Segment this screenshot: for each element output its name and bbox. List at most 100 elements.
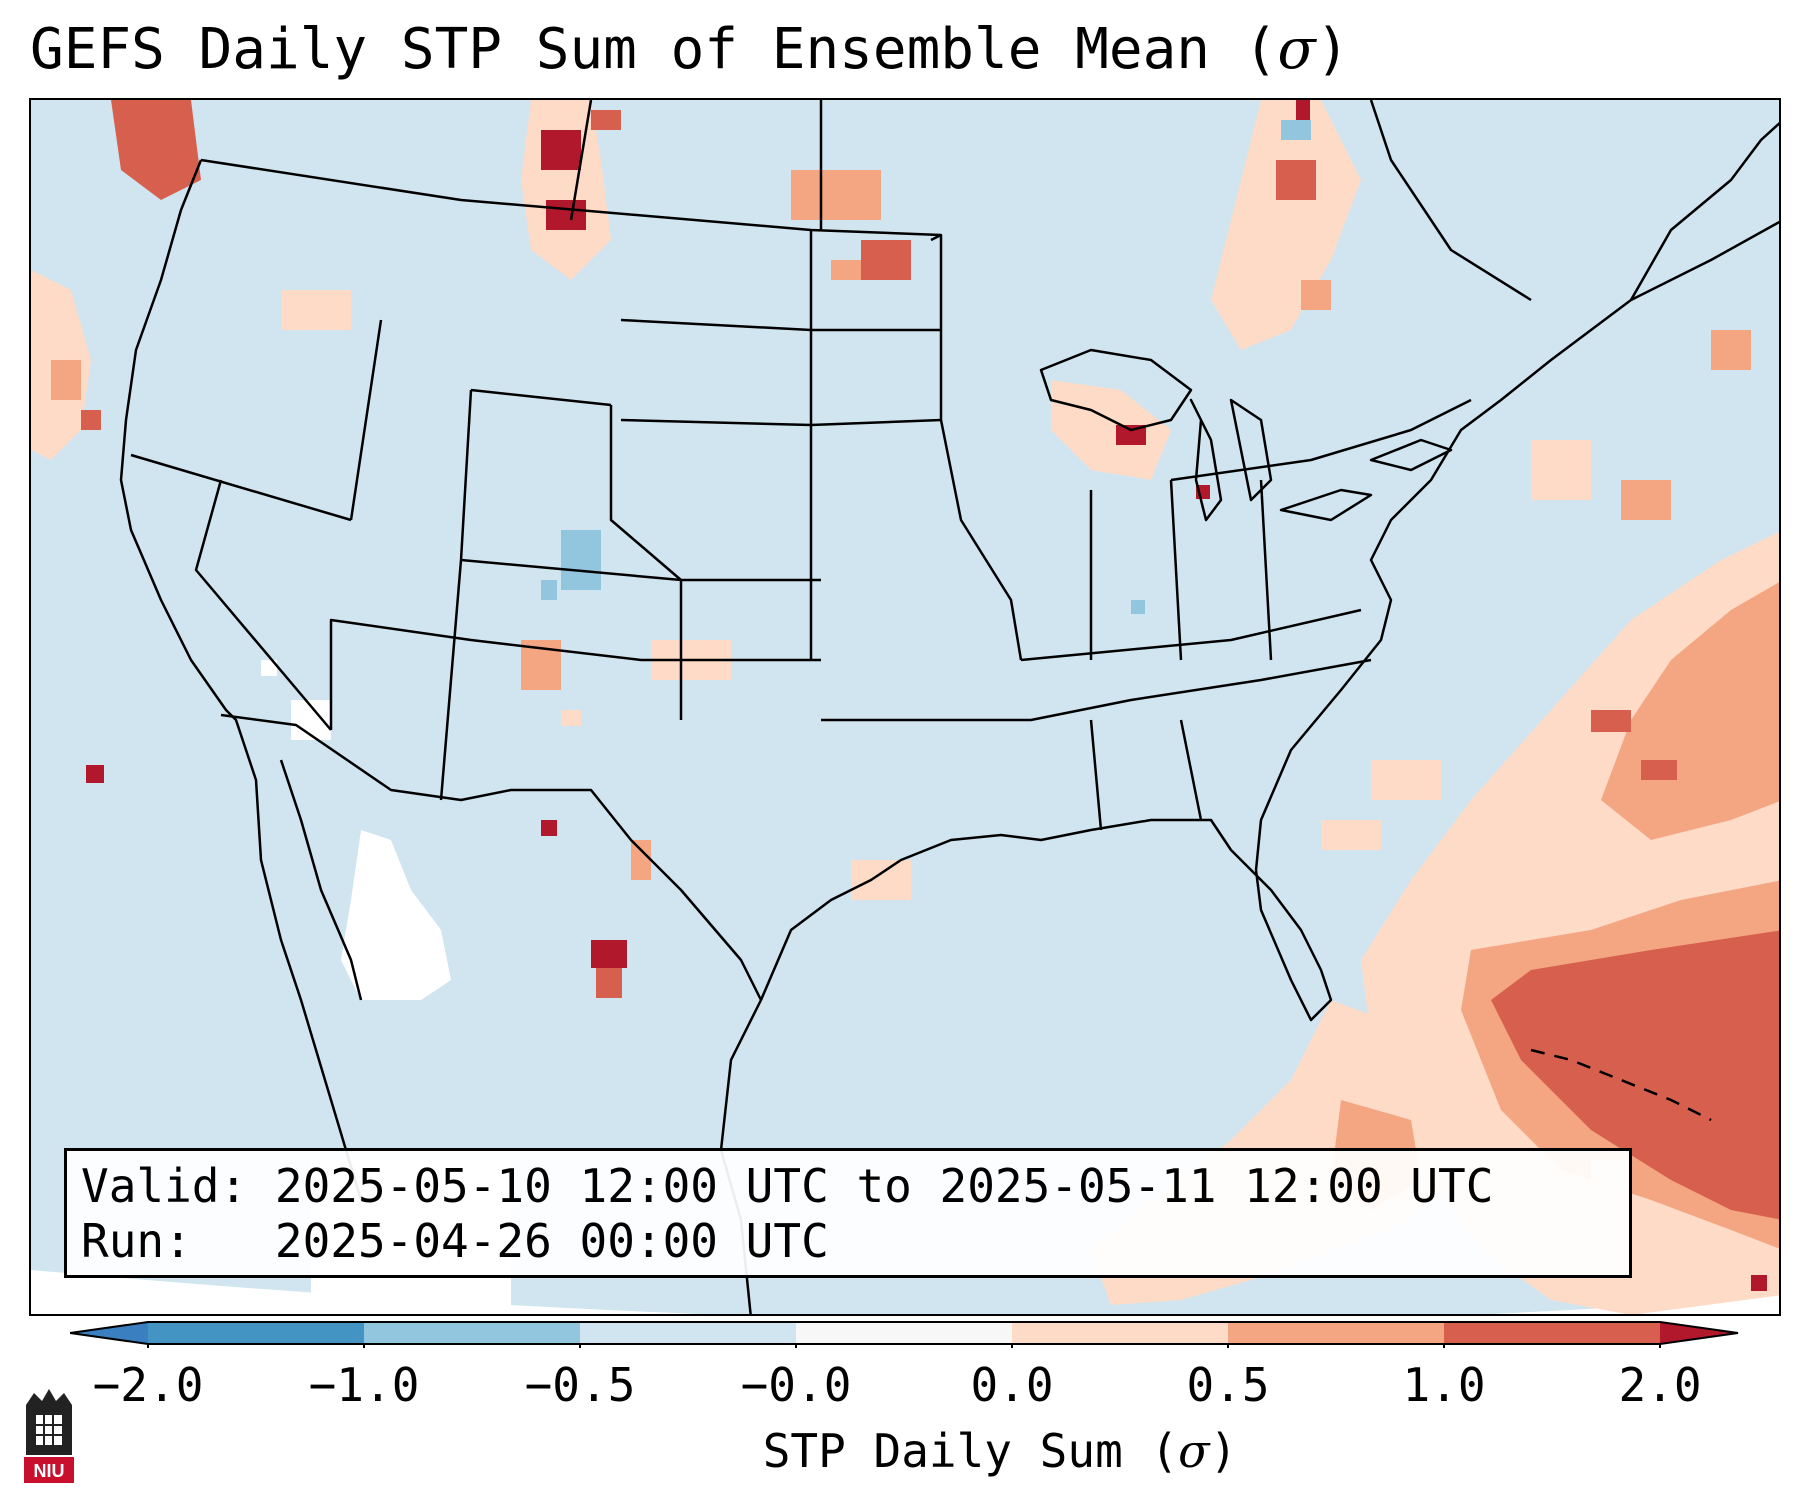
texas-coast-cell — [851, 860, 911, 900]
dakota-region — [791, 170, 881, 220]
mexico-cell-1 — [541, 820, 557, 836]
midwest-borders — [1089, 479, 1273, 661]
pnw-region — [111, 100, 201, 200]
colorado-negative-cell-2 — [541, 580, 557, 600]
colorbar-label: STP Daily Sum (σ) — [763, 1428, 1238, 1474]
map-title: GEFS Daily STP Sum of Ensemble Mean (σ) — [30, 22, 1349, 78]
colorbar-bin-6 — [1228, 1322, 1444, 1344]
colorbar-tick-label: −2.0 — [92, 1358, 204, 1412]
colorbar-tick-label: −0.5 — [524, 1358, 636, 1412]
colorbar-label-suffix: ) — [1209, 1424, 1238, 1478]
valid-run-info-box: Valid: 2025-05-10 12:00 UTC to 2025-05-1… — [64, 1148, 1632, 1278]
atlantic-cell-b — [1641, 760, 1677, 780]
mexico-cell-3 — [596, 968, 622, 998]
nm-cell-2 — [561, 710, 581, 726]
colorbar-ticks — [147, 1344, 1661, 1348]
logo-window — [36, 1415, 62, 1445]
map-panel — [29, 98, 1781, 1316]
cuba-coast — [1530, 1048, 1712, 1122]
colorbar-label-sigma: σ — [1178, 1424, 1210, 1478]
texas-cell — [631, 840, 651, 880]
niu-logo: NIU — [24, 1389, 74, 1483]
colorbar-tick-label: 1.0 — [1402, 1358, 1486, 1412]
ohio-border — [1170, 398, 1472, 482]
mexico-white-region — [341, 830, 451, 1000]
colorbar-over-extension — [1660, 1322, 1738, 1344]
canada-province-border-2 — [569, 100, 593, 221]
id-border — [349, 319, 383, 521]
wy-co-border — [609, 405, 683, 720]
ne-cell-1 — [1531, 440, 1591, 500]
dakota-cell-2 — [831, 260, 861, 280]
valid-value: 2025-05-10 12:00 UTC to 2025-05-11 12:00… — [274, 1159, 1494, 1213]
great-lakes-region — [1051, 380, 1171, 480]
maritime-cell — [1711, 330, 1751, 370]
colorbar — [70, 1321, 1739, 1348]
colorbar-tick-label: 0.5 — [1186, 1358, 1270, 1412]
logo-text: NIU — [34, 1461, 65, 1481]
nevada-white-cell — [261, 660, 277, 676]
pacific-cell-1 — [51, 360, 81, 400]
gulf-coast — [759, 818, 1333, 1022]
mississippi-border — [939, 235, 1023, 661]
colorbar-under-extension — [70, 1322, 148, 1344]
east-coast — [1254, 220, 1779, 871]
hudson-area-border — [1369, 100, 1532, 302]
se-cell-2 — [1321, 820, 1381, 850]
ontario-cell-3 — [1301, 280, 1331, 310]
boundaries — [119, 100, 1779, 1314]
colorbar-bin-3 — [580, 1322, 796, 1344]
or-ca-border — [130, 453, 352, 522]
atlantic-core — [1491, 930, 1779, 1220]
ontario-cell-1 — [1276, 160, 1316, 200]
colorbar-label-prefix: STP Daily Sum ( — [762, 1424, 1179, 1478]
wisconsin-cell — [1116, 425, 1146, 445]
atlantic-extreme-cell — [1751, 1275, 1767, 1291]
montana-cell-3 — [591, 110, 621, 130]
logo-badge — [24, 1457, 74, 1483]
nv-ca-border — [194, 479, 332, 731]
canada-negative-cell — [1281, 120, 1311, 140]
se-cell-1 — [1371, 760, 1441, 800]
wy-north-border — [470, 388, 612, 407]
lake-huron — [1229, 398, 1273, 502]
valid-label: Valid: — [81, 1159, 248, 1213]
atlantic-cell-a — [1591, 710, 1631, 732]
colorbar-bin-1 — [148, 1322, 364, 1344]
mexico-cell-2 — [591, 940, 627, 968]
run-value: 2025-04-26 00:00 UTC — [274, 1214, 829, 1268]
colorbar-tick-label: −0.0 — [740, 1358, 852, 1412]
colorbar-bin-5 — [1012, 1322, 1228, 1344]
logo-window-bars — [36, 1415, 62, 1445]
ms-al-ga-borders — [1089, 719, 1203, 831]
ne-cell-2 — [1621, 480, 1671, 520]
pacific-cell-2 — [81, 410, 101, 430]
lake-ontario — [1369, 438, 1453, 472]
lake-michigan — [1189, 398, 1223, 522]
colorado-negative-cell — [561, 530, 601, 590]
west-coast — [119, 159, 363, 1201]
lake-superior — [1039, 348, 1193, 432]
run-label: Run: — [81, 1214, 192, 1268]
title-suffix: ) — [1315, 17, 1350, 82]
colorbar-bin-4 — [796, 1322, 1012, 1344]
southern-border — [821, 658, 1372, 722]
colorbar-tick-label: −1.0 — [308, 1358, 420, 1412]
ut-az-nm-border — [329, 618, 821, 730]
colorbar-tick-label: 0.0 — [970, 1358, 1054, 1412]
map-svg — [31, 100, 1779, 1314]
montana-cell-2 — [546, 200, 586, 230]
lake-erie — [1279, 488, 1373, 522]
offshore-extreme-cell — [86, 765, 104, 783]
title-prefix: GEFS Daily STP Sum of Ensemble Mean ( — [30, 17, 1278, 82]
montana-cell-1 — [541, 130, 581, 170]
quebec-coast — [1629, 121, 1779, 301]
kentucky-negative-cell — [1131, 600, 1145, 614]
dakota-cell — [861, 240, 911, 280]
colorbar-tick-label: 2.0 — [1618, 1358, 1702, 1412]
colorbar-bin-7 — [1444, 1322, 1660, 1344]
us-mexico-border — [220, 713, 763, 1001]
title-sigma: σ — [1277, 17, 1316, 82]
baja-coast — [279, 759, 363, 1001]
oregon-cell — [281, 290, 351, 330]
